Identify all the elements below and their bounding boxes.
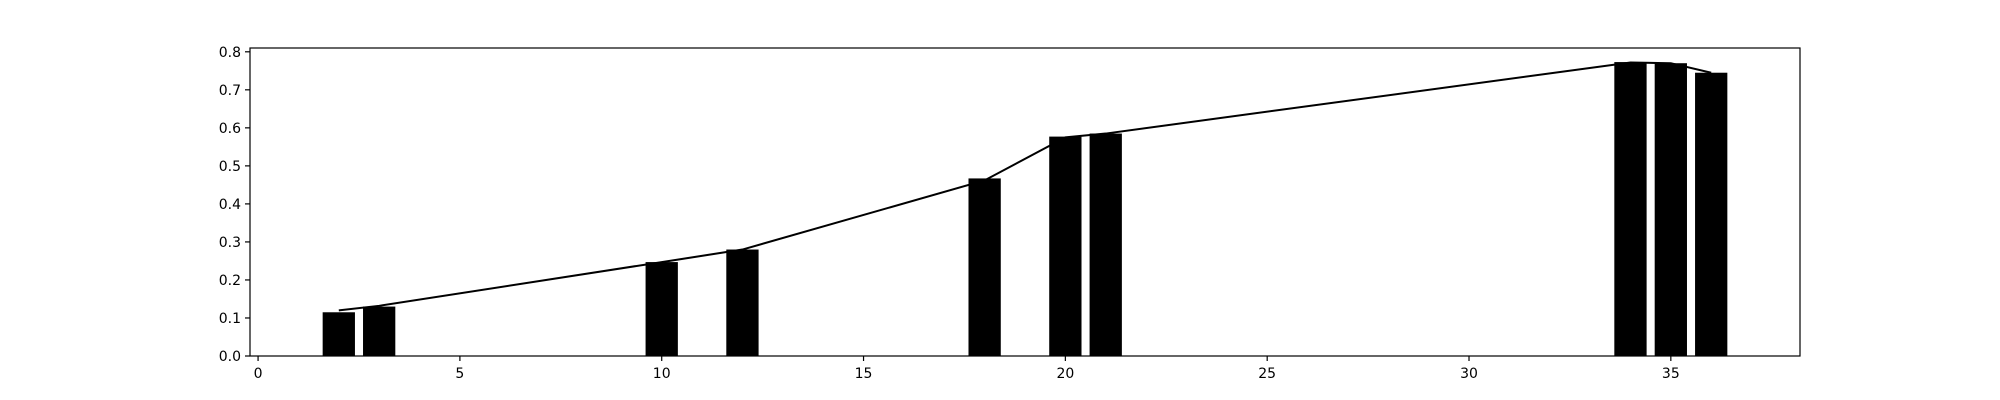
y-tick-label: 0.2 (219, 273, 241, 289)
y-tick-label: 0.3 (219, 235, 241, 251)
x-tick-label: 5 (455, 366, 464, 382)
y-tick-label: 0.8 (219, 45, 241, 61)
x-axis: 0 5 10 15 20 25 30 35 (254, 356, 1680, 382)
y-tick-label: 0.7 (219, 83, 241, 99)
bar-34 (1614, 62, 1647, 356)
x-tick-label: 0 (254, 366, 263, 382)
bars-layer (322, 62, 1728, 357)
plot-frame (249, 47, 1801, 357)
series-line (338, 61, 1712, 312)
y-tick-label: 0.6 (219, 121, 241, 137)
x-tick-label: 35 (1662, 366, 1680, 382)
bar-12 (726, 249, 759, 356)
y-tick-label: 0.0 (219, 349, 241, 365)
x-tick-label: 15 (855, 366, 873, 382)
x-tick-label: 10 (653, 366, 671, 382)
bar-3 (363, 306, 396, 356)
x-tick-label: 25 (1258, 366, 1276, 382)
bar-10 (645, 262, 678, 356)
bar-18 (968, 178, 1001, 356)
y-axis: 0.0 0.1 0.2 0.3 0.4 0.5 0.6 0.7 0.8 (219, 45, 250, 365)
x-tick-label: 20 (1056, 366, 1074, 382)
bar-2 (322, 312, 355, 356)
x-tick-label: 30 (1460, 366, 1478, 382)
bar-35 (1654, 63, 1687, 357)
bar-20 (1049, 136, 1082, 356)
line-layer (338, 61, 1712, 312)
y-tick-label: 0.4 (219, 197, 241, 213)
y-tick-label: 0.5 (219, 159, 241, 175)
bar-36 (1695, 72, 1728, 356)
bar-21 (1089, 133, 1122, 356)
y-tick-label: 0.1 (219, 311, 241, 327)
